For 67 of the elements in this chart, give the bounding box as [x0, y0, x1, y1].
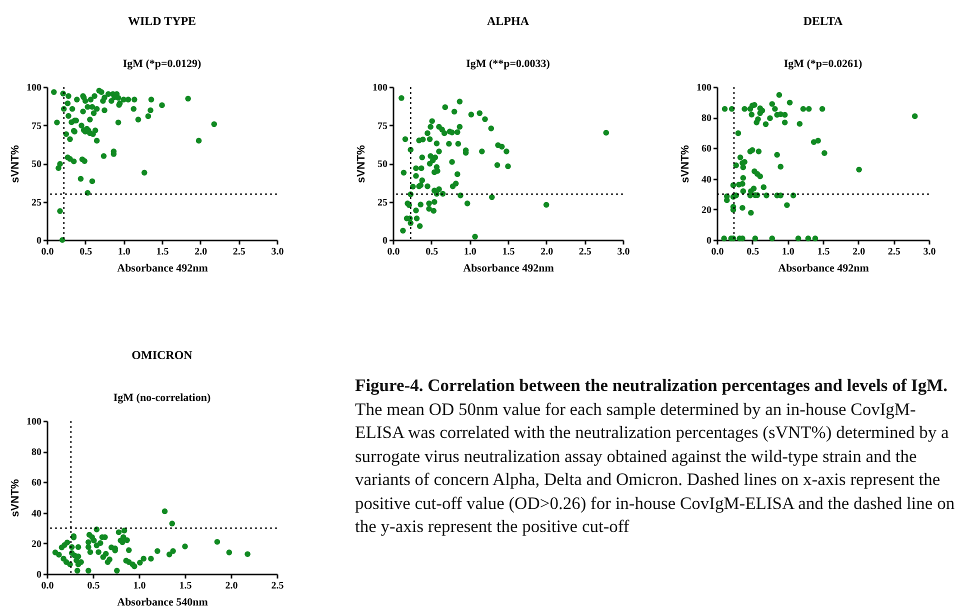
x-tick-label: 2.5 — [232, 246, 246, 258]
x-tick-label: 0.0 — [387, 246, 400, 258]
x-tick-label: 2.0 — [540, 246, 554, 258]
x-axis-title: Absorbance 492nm — [778, 262, 869, 274]
x-tick-label: 0.5 — [746, 246, 760, 258]
y-tick-label: 80 — [702, 113, 712, 124]
x-tick-label: 1.5 — [817, 246, 830, 258]
y-tick-label: 0 — [706, 236, 712, 246]
x-tick-label: 1.5 — [156, 246, 169, 258]
y-tick-label: 0 — [36, 570, 42, 580]
chart-subtitle: IgM (*p=0.0261) — [784, 58, 863, 70]
y-tick-label: 100 — [372, 82, 388, 94]
x-tick-label: 0.0 — [41, 580, 54, 592]
y-tick-label: 80 — [32, 447, 42, 458]
x-tick-label: 2.5 — [888, 246, 900, 258]
x-tick-label: 0.5 — [426, 246, 438, 258]
x-axis-title: Absorbance 492nm — [463, 262, 554, 274]
y-tick-label: 0 — [36, 236, 42, 246]
x-tick-label: 2.5 — [271, 580, 284, 592]
x-tick-label: 1.0 — [782, 246, 794, 258]
y-tick-label: 40 — [32, 508, 42, 520]
y-tick-label: 25 — [32, 197, 42, 208]
x-tick-label: 1.0 — [464, 246, 476, 258]
x-tick-label: 2.0 — [225, 580, 238, 592]
chart-subtitle: IgM (*p=0.0129) — [122, 58, 202, 70]
chart-subtitle: IgM (**p=0.0033) — [466, 58, 550, 70]
x-tick-label: 3.0 — [923, 246, 936, 258]
x-tick-label: 3.0 — [271, 246, 284, 258]
x-tick-label: 0.0 — [41, 246, 54, 258]
y-tick-label: 40 — [702, 174, 712, 186]
x-tick-label: 1.0 — [133, 580, 146, 592]
x-tick-label: 0.5 — [87, 580, 100, 592]
y-axis-title: sVNT% — [356, 144, 368, 183]
chart-subtitle: IgM (no-correlation) — [113, 392, 211, 404]
chart-title: ALPHA — [487, 14, 530, 28]
y-tick-label: 50 — [378, 159, 388, 170]
text: Figure-4. Correlation between the neutralization percentages and levels of IgM. — [355, 375, 948, 395]
x-tick-label: 3.0 — [617, 246, 630, 258]
y-tick-label: 0 — [382, 236, 388, 246]
y-tick-label: 75 — [378, 120, 388, 132]
x-tick-label: 0.5 — [80, 246, 92, 258]
y-tick-label: 100 — [26, 82, 42, 94]
x-axis-title: Absorbance 492nm — [117, 262, 208, 274]
y-tick-label: 75 — [32, 120, 42, 132]
x-tick-label: 2.0 — [194, 246, 208, 258]
y-tick-label: 60 — [702, 144, 712, 155]
chart-title: OMICRON — [132, 348, 193, 362]
x-tick-label: 2.0 — [852, 246, 866, 258]
x-tick-label: 1.5 — [179, 580, 192, 592]
x-tick-label: 2.5 — [578, 246, 592, 258]
x-tick-label: 0.0 — [711, 246, 724, 258]
y-tick-label: 100 — [26, 416, 42, 428]
y-tick-label: 50 — [32, 159, 42, 170]
x-tick-label: 1.0 — [118, 246, 130, 258]
x-tick-label: 1.5 — [502, 246, 515, 258]
chart-title: DELTA — [803, 14, 844, 28]
y-axis-title: sVNT% — [10, 144, 22, 183]
y-tick-label: 100 — [696, 82, 712, 94]
y-tick-label: 60 — [32, 478, 42, 489]
y-tick-label: 25 — [378, 197, 388, 208]
y-axis-title: sVNT% — [10, 478, 22, 517]
x-axis-title: Absorbance 540nm — [117, 596, 208, 608]
chart-title: WILD TYPE — [128, 14, 196, 28]
y-axis-title: sVNT% — [680, 144, 692, 183]
y-tick-label: 20 — [32, 538, 42, 550]
text: The mean OD 50nm value for each sample determined by an in-house CovIgM-ELISA was correlated with the neutralization percentages (sVNT%) determined by a surrogate virus neutralization assay obtained against the wild-type strain and the variants of concern Alpha, Delta and Omicron. Dashed lines on x-axis represent the positive cut-off value (OD>0.26) for in-house CovIgM-ELISA and the dashed line on the y-axis represent the positive cut-off — [355, 398, 955, 536]
y-tick-label: 20 — [702, 204, 712, 216]
